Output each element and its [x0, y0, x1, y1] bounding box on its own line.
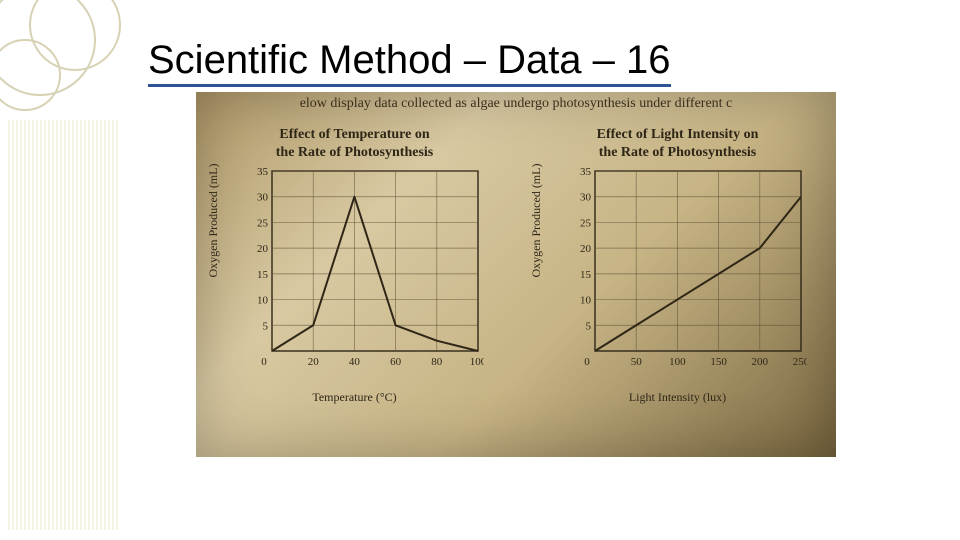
decor-circles: [0, 0, 140, 140]
chart-temperature: Effect of Temperature on the Rate of Pho…: [204, 126, 505, 447]
chart-light-plot-wrap: Oxygen Produced (mL) 5010015020025051015…: [527, 165, 828, 405]
svg-text:0: 0: [584, 356, 590, 368]
svg-text:150: 150: [710, 356, 727, 368]
svg-text:15: 15: [257, 269, 269, 281]
chart-temperature-svg: 20 40 60 80 100 5 10 15 20 25 30 35 0: [244, 165, 484, 375]
svg-text:10: 10: [257, 295, 269, 307]
svg-text:200: 200: [752, 356, 769, 368]
svg-text:5: 5: [586, 320, 592, 332]
svg-text:60: 60: [390, 356, 402, 368]
svg-text:20: 20: [257, 243, 269, 255]
svg-text:10: 10: [580, 295, 592, 307]
chart-temperature-xlabel: Temperature (°C): [204, 390, 505, 405]
svg-text:100: 100: [470, 356, 484, 368]
decor-stripe: [8, 120, 118, 530]
chart-temperature-ylabel: Oxygen Produced (mL): [206, 164, 221, 278]
svg-text:50: 50: [631, 356, 643, 368]
charts-row: Effect of Temperature on the Rate of Pho…: [204, 126, 828, 447]
svg-text:100: 100: [669, 356, 686, 368]
svg-text:0: 0: [261, 356, 267, 368]
svg-text:40: 40: [349, 356, 361, 368]
photo-caption: elow display data collected as algae und…: [216, 96, 816, 112]
svg-text:35: 35: [580, 166, 592, 178]
chart-light-svg: 50 100 150 200 250 5 10 15 20 25 30 35 0: [567, 165, 807, 375]
svg-text:250: 250: [793, 356, 807, 368]
svg-text:30: 30: [580, 192, 592, 204]
svg-text:20: 20: [580, 243, 592, 255]
svg-text:20: 20: [308, 356, 320, 368]
chart-light-ylabel: Oxygen Produced (mL): [529, 164, 544, 278]
chart-light-xlabel: Light Intensity (lux): [527, 390, 828, 405]
svg-text:15: 15: [580, 269, 592, 281]
svg-text:25: 25: [580, 217, 592, 229]
chart-temperature-plot-wrap: Oxygen Produced (mL) 2040608010051015202…: [204, 165, 505, 405]
chart-photo: elow display data collected as algae und…: [196, 92, 836, 457]
template-decor: [0, 0, 130, 540]
chart-light-title: Effect of Light Intensity on the Rate of…: [527, 126, 828, 161]
slide-title: Scientific Method – Data – 16: [148, 38, 671, 83]
svg-text:80: 80: [431, 356, 443, 368]
chart-light: Effect of Light Intensity on the Rate of…: [527, 126, 828, 447]
svg-text:25: 25: [257, 217, 269, 229]
chart-temperature-title: Effect of Temperature on the Rate of Pho…: [204, 126, 505, 161]
svg-text:5: 5: [263, 320, 269, 332]
svg-text:30: 30: [257, 192, 269, 204]
svg-text:35: 35: [257, 166, 269, 178]
slide-title-text: Scientific Method – Data – 16: [148, 38, 671, 87]
